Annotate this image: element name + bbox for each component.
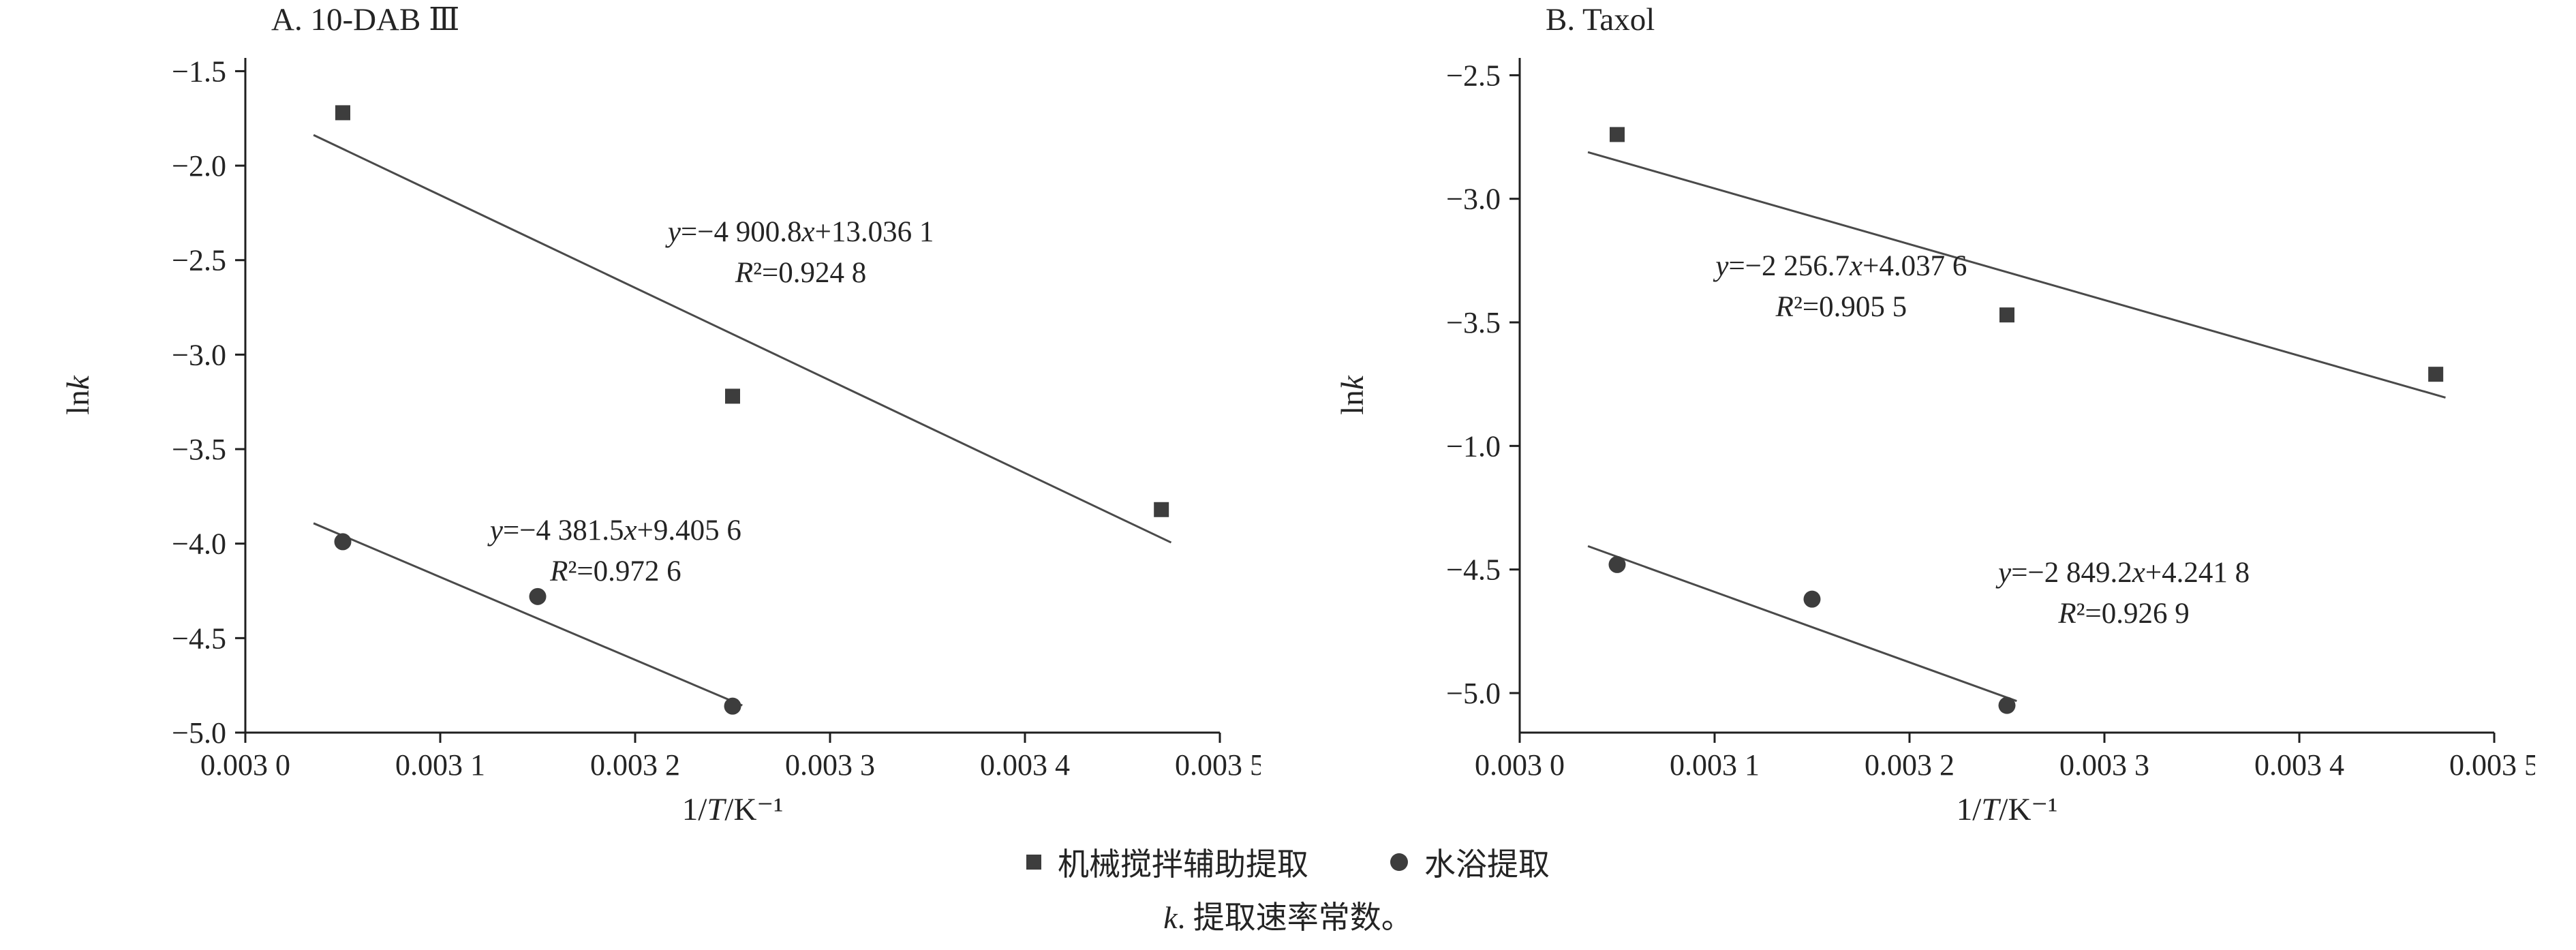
y-tick-label: −3.0	[172, 338, 226, 371]
data-point-square	[725, 388, 740, 404]
y-tick-label: −2.5	[1446, 59, 1501, 92]
x-axis-label: 1/T/K⁻¹	[682, 792, 784, 825]
x-tick-label: 0.003 4	[2254, 748, 2344, 782]
y-tick-label: −1.0	[1446, 429, 1501, 463]
math-variable: k	[1163, 900, 1178, 935]
fit-r-squared: R²=0.924 8	[735, 257, 866, 289]
x-axis-label: 1/T/K⁻¹	[1957, 792, 2058, 825]
data-point-circle	[1998, 696, 2016, 714]
fit-r-squared: R²=0.972 6	[549, 555, 681, 587]
x-tick-label: 0.003 1	[395, 748, 485, 782]
y-tick-label: −4.5	[1446, 553, 1501, 587]
square-marker-icon	[1026, 855, 1041, 870]
caption-text: . 提取速率常数。	[1177, 900, 1413, 935]
x-tick-label: 0.003 5	[1175, 748, 1261, 782]
fit-line	[313, 522, 743, 707]
fit-r-squared: R²=0.926 9	[2057, 598, 2189, 630]
x-tick-label: 0.003 1	[1670, 748, 1760, 782]
data-point-circle	[529, 587, 547, 605]
legend-label: 机械搅拌辅助提取	[1058, 847, 1308, 882]
x-tick-label: 0.003 2	[590, 748, 680, 782]
x-tick-label: 0.003 3	[785, 748, 875, 782]
circle-marker-icon	[1390, 853, 1408, 871]
fit-r-squared: R²=0.905 5	[1775, 291, 1907, 323]
data-point-square	[335, 105, 350, 121]
y-tick-label: −5.0	[172, 716, 226, 750]
y-tick-label: −4.0	[172, 527, 226, 561]
chart-panel-b: B. Taxol −2.5 −3.0 −3.5 −1.0 −4.5 −5.0 0.003 0 0…	[1308, 0, 2539, 827]
data-point-square	[1154, 502, 1169, 517]
legend-item: 水浴提取	[1390, 840, 1550, 885]
fit-line	[1587, 151, 2446, 399]
chart-title: A. 10-DAB Ⅲ	[271, 2, 459, 37]
y-tick-label: −5.0	[1446, 677, 1501, 710]
legend-item: 机械搅拌辅助提取	[1026, 840, 1308, 885]
y-tick-label: −1.5	[172, 55, 226, 88]
data-point-circle	[1803, 590, 1821, 608]
fit-line	[313, 134, 1172, 544]
fit-equation: y=−2 256.7x+4.037 6	[1713, 250, 1967, 282]
data-point-circle	[334, 533, 352, 551]
y-tick-label: −2.0	[172, 149, 226, 183]
data-point-square	[2428, 367, 2444, 382]
fit-equation: y=−4 381.5x+9.405 6	[487, 515, 741, 547]
x-tick-label: 0.003 3	[2059, 748, 2149, 782]
x-tick-label: 0.003 0	[200, 748, 290, 782]
chart-title: B. Taxol	[1546, 2, 1655, 37]
chart-svg: A. 10-DAB Ⅲ −1.5 −2.0 −2.5 −3.0 −3.5 −4.0 −4.5 −…	[61, 2, 1265, 827]
legend: 机械搅拌辅助提取 水浴提取	[0, 840, 2576, 885]
y-tick-label: −2.5	[172, 244, 226, 277]
figure-caption: k. 提取速率常数。	[0, 893, 2576, 938]
x-tick-label: 0.003 2	[1865, 748, 1954, 782]
y-tick-label: −3.5	[172, 433, 226, 466]
y-axis-label: lnk	[1335, 375, 1370, 415]
data-point-circle	[724, 697, 741, 715]
chart-svg: B. Taxol −2.5 −3.0 −3.5 −1.0 −4.5 −5.0 0.003 0 0…	[1335, 2, 2539, 827]
fit-equation: y=−2 849.2x+4.241 8	[1995, 557, 2250, 589]
data-point-square	[1610, 127, 1625, 142]
y-axis-label: lnk	[61, 375, 96, 415]
chart-panel-a: A. 10-DAB Ⅲ −1.5 −2.0 −2.5 −3.0 −3.5 −4.0 −4.5 −…	[34, 0, 1265, 827]
data-point-square	[1999, 307, 2014, 323]
x-tick-label: 0.003 5	[2449, 748, 2535, 782]
x-tick-label: 0.003 0	[1475, 748, 1565, 782]
x-tick-label: 0.003 4	[980, 748, 1070, 782]
y-tick-label: −3.0	[1446, 183, 1501, 216]
legend-label: 水浴提取	[1424, 847, 1550, 882]
data-point-circle	[1608, 555, 1626, 573]
fit-line	[1587, 545, 2017, 703]
fit-equation: y=−4 900.8x+13.036 1	[665, 216, 934, 248]
y-tick-label: −4.5	[172, 622, 226, 655]
y-tick-label: −3.5	[1446, 306, 1501, 339]
